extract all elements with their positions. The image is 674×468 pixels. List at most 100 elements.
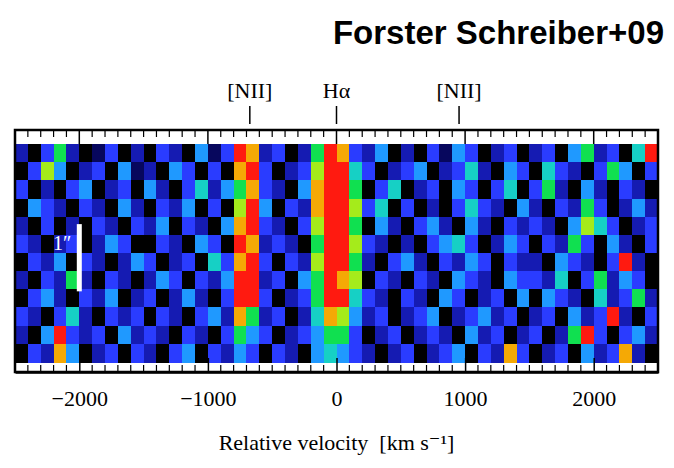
cell — [465, 326, 478, 345]
cell — [632, 253, 645, 272]
cell — [79, 180, 92, 199]
cell — [79, 307, 92, 326]
cell — [401, 271, 414, 290]
cell — [568, 144, 581, 163]
cell — [478, 344, 491, 363]
cell — [349, 344, 362, 363]
cell — [349, 271, 362, 290]
cell — [349, 144, 362, 163]
cell — [375, 235, 388, 254]
cell — [607, 326, 620, 345]
cell — [581, 180, 594, 199]
cell — [349, 199, 362, 218]
cell — [182, 289, 195, 308]
cell — [15, 144, 28, 163]
cell — [182, 235, 195, 254]
cell — [594, 326, 607, 345]
cell — [131, 144, 144, 163]
line-markers: [NII]Hα[NII] — [227, 78, 481, 124]
cell — [272, 289, 285, 308]
cell — [632, 289, 645, 308]
line-marker — [458, 106, 460, 124]
cell — [491, 162, 504, 181]
cell — [401, 307, 414, 326]
cell — [465, 253, 478, 272]
cell — [349, 217, 362, 236]
cell — [632, 271, 645, 290]
x-tick-label: 2000 — [572, 386, 616, 411]
cell — [221, 326, 234, 345]
cell — [362, 199, 375, 218]
cell — [401, 253, 414, 272]
cell — [41, 253, 54, 272]
cell — [169, 162, 182, 181]
cell — [645, 307, 658, 326]
cell — [298, 162, 311, 181]
cell — [144, 344, 157, 363]
cell — [529, 144, 542, 163]
cell — [144, 199, 157, 218]
cell — [234, 326, 247, 345]
cell — [208, 235, 221, 254]
cell — [452, 271, 465, 290]
cell — [246, 162, 259, 181]
cell — [324, 344, 337, 363]
cell — [427, 144, 440, 163]
line-marker — [249, 106, 251, 124]
cell — [324, 162, 337, 181]
cell — [337, 271, 350, 290]
cell — [439, 235, 452, 254]
cell — [15, 307, 28, 326]
cell — [427, 307, 440, 326]
cell — [221, 289, 234, 308]
cell — [259, 307, 272, 326]
cell — [362, 289, 375, 308]
cell — [208, 289, 221, 308]
cell — [619, 344, 632, 363]
cell — [645, 162, 658, 181]
cell — [311, 180, 324, 199]
cell — [144, 162, 157, 181]
cell — [568, 199, 581, 218]
cell — [118, 344, 131, 363]
cell — [272, 235, 285, 254]
cell — [619, 289, 632, 308]
cell — [581, 199, 594, 218]
cell — [221, 199, 234, 218]
cell — [221, 162, 234, 181]
cell — [156, 307, 169, 326]
cell — [337, 199, 350, 218]
cell — [594, 162, 607, 181]
cell — [401, 289, 414, 308]
cell — [79, 144, 92, 163]
x-tick: 1000 — [444, 358, 488, 411]
cell — [246, 307, 259, 326]
cell — [208, 217, 221, 236]
cell — [311, 162, 324, 181]
cell — [517, 344, 530, 363]
cell — [581, 217, 594, 236]
cell — [478, 271, 491, 290]
cell — [645, 326, 658, 345]
cell — [324, 199, 337, 218]
cell — [375, 271, 388, 290]
cell — [401, 344, 414, 363]
cell — [337, 289, 350, 308]
cell — [195, 217, 208, 236]
cell — [15, 289, 28, 308]
cell — [259, 162, 272, 181]
cell — [465, 162, 478, 181]
cell — [542, 307, 555, 326]
cell — [92, 271, 105, 290]
cell — [517, 162, 530, 181]
cell — [259, 199, 272, 218]
cell — [517, 253, 530, 272]
cell — [619, 253, 632, 272]
cell — [414, 235, 427, 254]
cell — [517, 217, 530, 236]
cell — [645, 180, 658, 199]
cell — [478, 217, 491, 236]
cell — [246, 235, 259, 254]
cell — [272, 180, 285, 199]
cell — [619, 180, 632, 199]
